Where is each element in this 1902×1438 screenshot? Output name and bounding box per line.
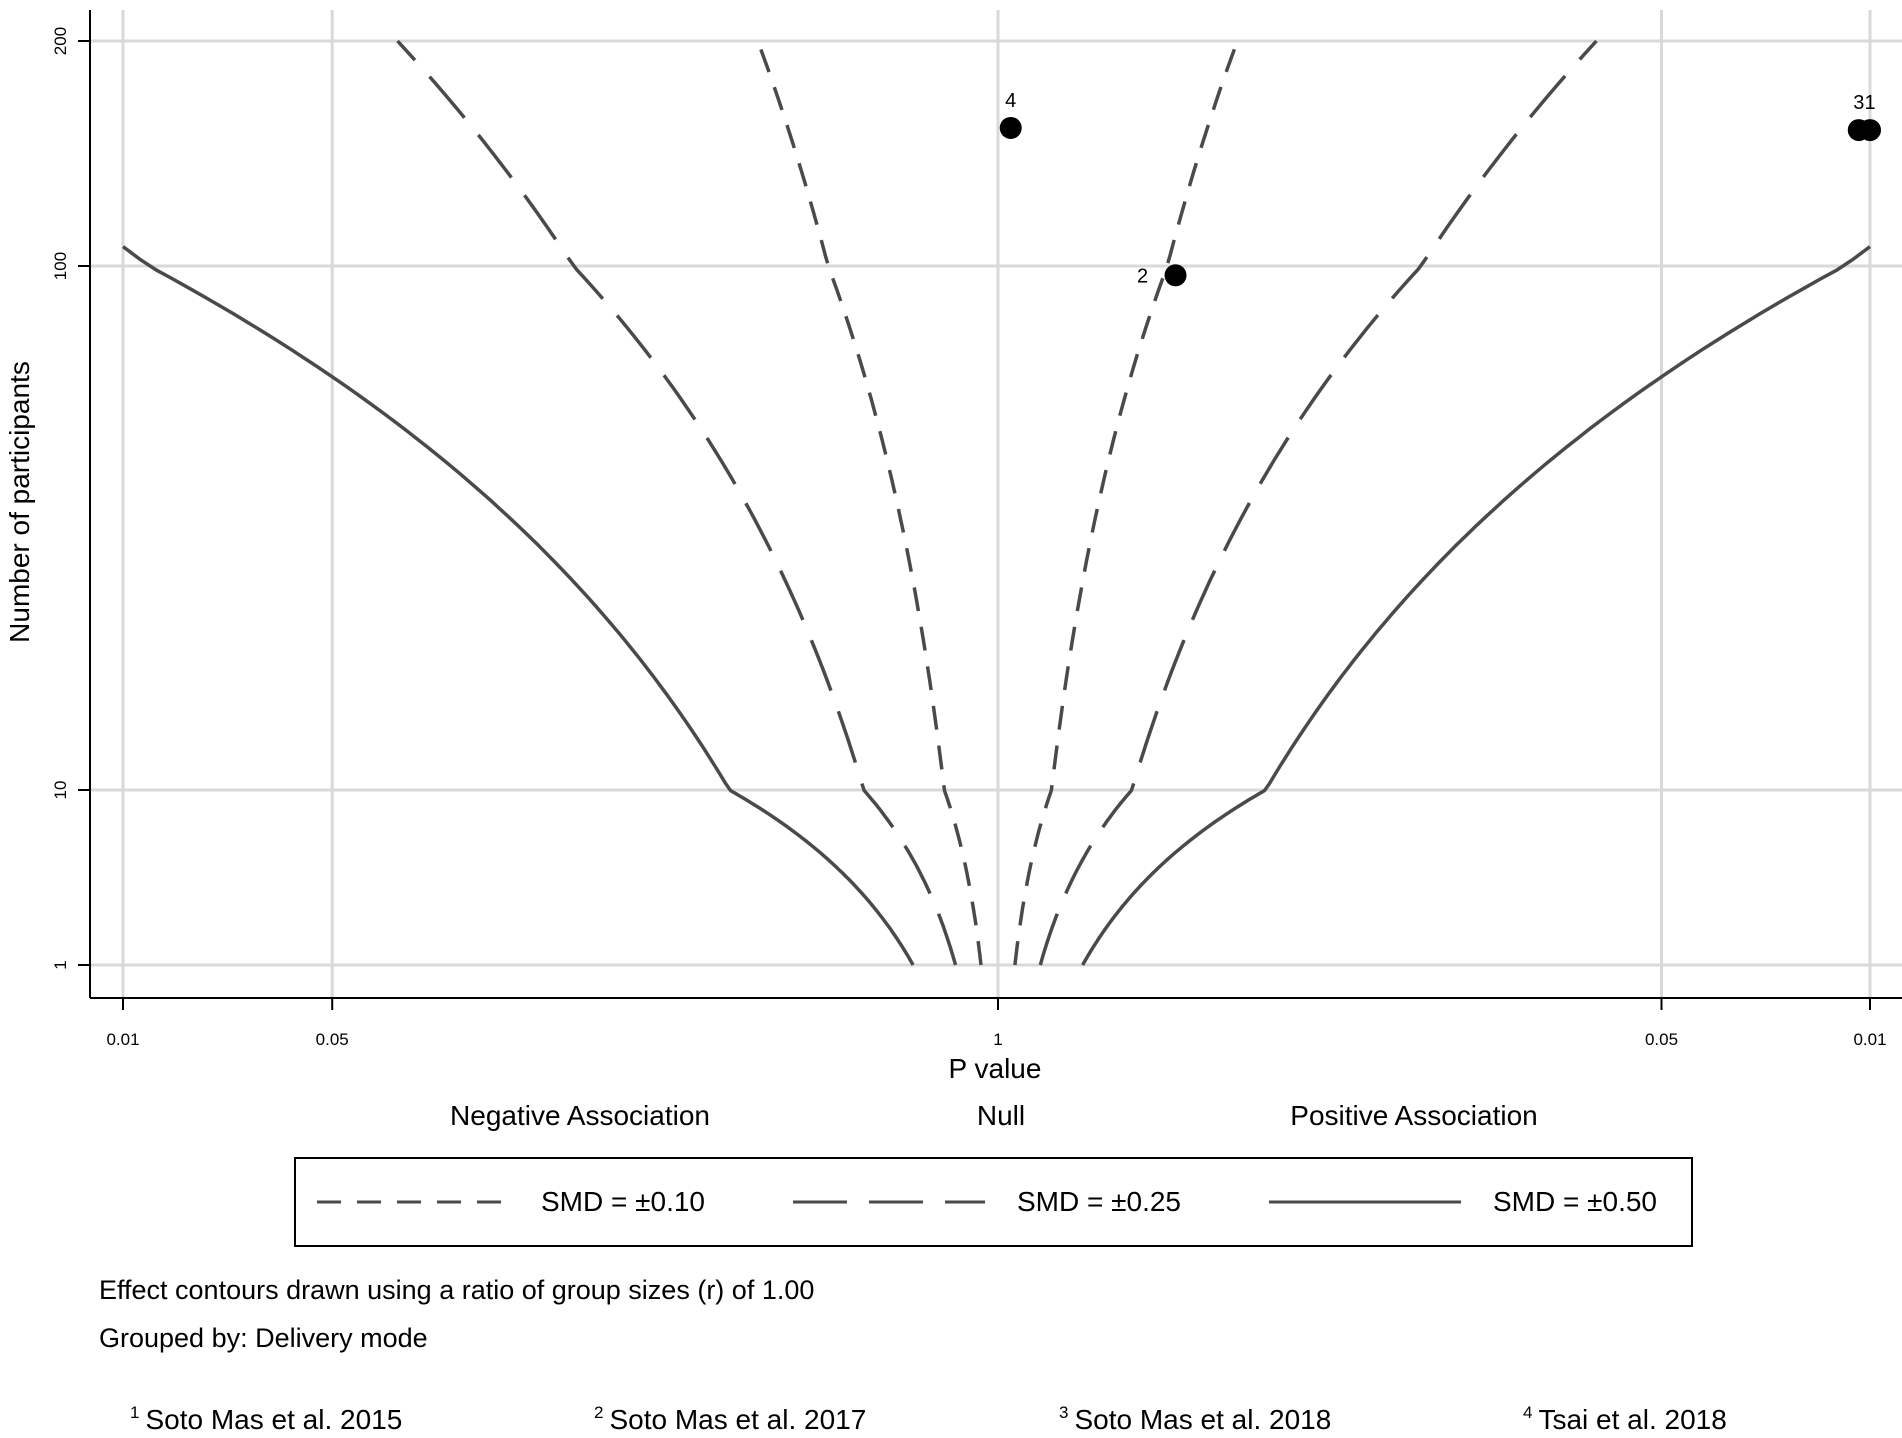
legend-item-smd-050: SMD = ±0.50	[1269, 1159, 1657, 1245]
study-footnote-3: 3 Soto Mas et al. 2018	[1059, 1403, 1331, 1436]
x-tick-label: 0.05	[1645, 1030, 1678, 1049]
study-point-2	[1164, 264, 1187, 287]
study-points: 1 2 3 4	[999, 90, 1881, 287]
x-tick-label: 1	[993, 1030, 1002, 1049]
study-number: 1	[130, 1403, 140, 1422]
region-label-negative: Negative Association	[450, 1100, 710, 1131]
legend-swatch-long-dash	[793, 1200, 985, 1204]
y-tick-label: 1	[51, 960, 70, 969]
region-label-positive: Positive Association	[1290, 1100, 1537, 1131]
contour-line-smd-025-negative	[396, 39, 958, 966]
study-point-4	[999, 116, 1022, 139]
y-axis-title: Number of participants	[4, 361, 35, 643]
study-number: 3	[1059, 1403, 1069, 1422]
study-number: 2	[594, 1403, 604, 1422]
study-footnote-4: 4 Tsai et al. 2018	[1523, 1403, 1727, 1436]
study-footnote-2: 2 Soto Mas et al. 2017	[594, 1403, 866, 1436]
x-tick-label: 0.01	[1853, 1030, 1886, 1049]
study-name: Soto Mas et al. 2017	[609, 1404, 867, 1435]
legend: SMD = ±0.10 SMD = ±0.25 SMD = ±0.50	[294, 1157, 1693, 1247]
contour-line-smd-05-negative	[121, 245, 915, 966]
region-label-null: Null	[977, 1100, 1025, 1131]
legend-label: SMD = ±0.10	[541, 1186, 705, 1217]
study-point-label: 4	[1005, 90, 1016, 112]
x-tick-label: 0.05	[316, 1030, 349, 1049]
contour-line-smd-01-negative	[756, 40, 983, 966]
legend-label: SMD = ±0.50	[1493, 1186, 1657, 1217]
study-footnote-1: 1 Soto Mas et al. 2015	[130, 1403, 402, 1436]
x-tick-label: 0.01	[106, 1030, 139, 1049]
study-number: 4	[1523, 1403, 1533, 1422]
study-point-label: 1	[1864, 92, 1875, 114]
contour-line-smd-05-positive	[1081, 245, 1872, 966]
ratio-note: Effect contours drawn using a ratio of g…	[99, 1275, 815, 1305]
grouping-note: Grouped by: Delivery mode	[99, 1323, 428, 1353]
contour-line-smd-025-positive	[1038, 39, 1598, 966]
axes: 1 10 100 200 0.01 0.05 1 0.05 0.01	[51, 10, 1902, 1049]
y-tick-label: 200	[51, 27, 70, 55]
study-point-3	[1847, 119, 1870, 142]
legend-swatch-short-dash	[317, 1200, 509, 1204]
study-point-label: 3	[1853, 92, 1864, 114]
study-name: Soto Mas et al. 2018	[1074, 1404, 1332, 1435]
legend-swatch-solid	[1269, 1200, 1461, 1204]
legend-item-smd-025: SMD = ±0.25	[793, 1159, 1181, 1245]
y-tick-label: 10	[51, 781, 70, 800]
study-name: Tsai et al. 2018	[1538, 1404, 1727, 1435]
grid-lines	[90, 10, 1902, 998]
legend-label: SMD = ±0.25	[1017, 1186, 1181, 1217]
study-name: Soto Mas et al. 2015	[145, 1404, 403, 1435]
contour-line-smd-01-positive	[1013, 40, 1240, 966]
x-axis-title: P value	[949, 1053, 1042, 1084]
study-point-label: 2	[1137, 265, 1148, 287]
y-tick-label: 100	[51, 252, 70, 280]
effect-contours	[121, 39, 1872, 966]
legend-item-smd-010: SMD = ±0.10	[317, 1159, 705, 1245]
